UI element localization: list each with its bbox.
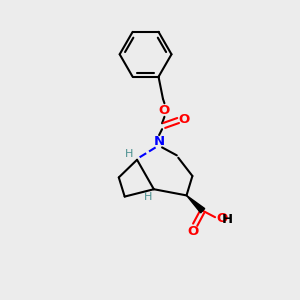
Text: O: O [216, 212, 227, 225]
Polygon shape [187, 195, 205, 213]
Text: H: H [124, 149, 133, 160]
Text: O: O [159, 103, 170, 116]
Text: N: N [154, 135, 165, 148]
Text: H: H [144, 193, 153, 202]
Text: H: H [222, 213, 233, 226]
Text: O: O [179, 112, 190, 126]
Text: O: O [188, 225, 199, 239]
